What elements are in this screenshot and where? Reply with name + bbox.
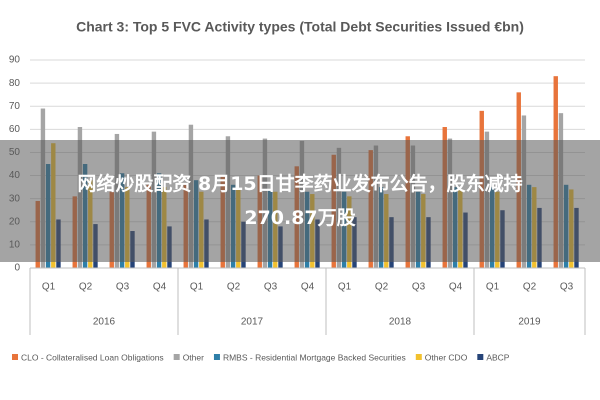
legend-swatch — [477, 354, 484, 360]
legend-label: ABCP — [486, 352, 509, 362]
x-tick-label: Q3 — [116, 282, 130, 293]
legend-swatch — [213, 354, 220, 360]
group-label: 2017 — [241, 317, 264, 328]
y-tick-label: 90 — [9, 55, 21, 66]
x-tick-label: Q1 — [338, 282, 352, 293]
x-tick-label: Q1 — [42, 282, 56, 293]
x-tick-label: Q1 — [486, 282, 500, 293]
group-label: 2016 — [93, 317, 116, 328]
legend-swatch — [173, 354, 180, 360]
legend-swatch — [12, 354, 18, 360]
legend-label: Other — [183, 352, 204, 362]
x-tick-label: Q2 — [375, 282, 389, 293]
x-tick-label: Q2 — [227, 282, 241, 293]
legend-label: Other CDO — [425, 352, 468, 362]
legend-label: RMBS - Residential Mortgage Backed Secur… — [223, 352, 406, 362]
legend-label: CLO - Collateralised Loan Obligations — [21, 352, 164, 362]
x-tick-label: Q3 — [560, 282, 574, 293]
x-tick-label: Q4 — [153, 282, 167, 293]
chart-title: Chart 3: Top 5 FVC Activity types (Total… — [76, 19, 524, 35]
group-label: 2018 — [389, 317, 412, 328]
x-tick-label: Q4 — [301, 282, 315, 293]
x-tick-label: Q4 — [449, 282, 463, 293]
overlay-banner: 网络炒股配资 8月15日甘李药业发布公告，股东减持 270.87万股 — [0, 140, 600, 262]
x-tick-label: Q3 — [264, 282, 278, 293]
y-tick-label: 70 — [9, 101, 21, 112]
overlay-line: 270.87万股 — [244, 207, 356, 229]
legend-swatch — [415, 354, 422, 360]
x-tick-label: Q2 — [79, 282, 93, 293]
y-tick-label: 0 — [14, 263, 20, 274]
x-tick-label: Q3 — [412, 282, 426, 293]
y-tick-label: 60 — [9, 124, 21, 135]
y-tick-label: 80 — [9, 78, 21, 89]
x-tick-label: Q1 — [190, 282, 204, 293]
group-label: 2019 — [518, 317, 541, 328]
overlay-line: 网络炒股配资 8月15日甘李药业发布公告，股东减持 — [77, 173, 523, 195]
x-tick-label: Q2 — [523, 282, 537, 293]
